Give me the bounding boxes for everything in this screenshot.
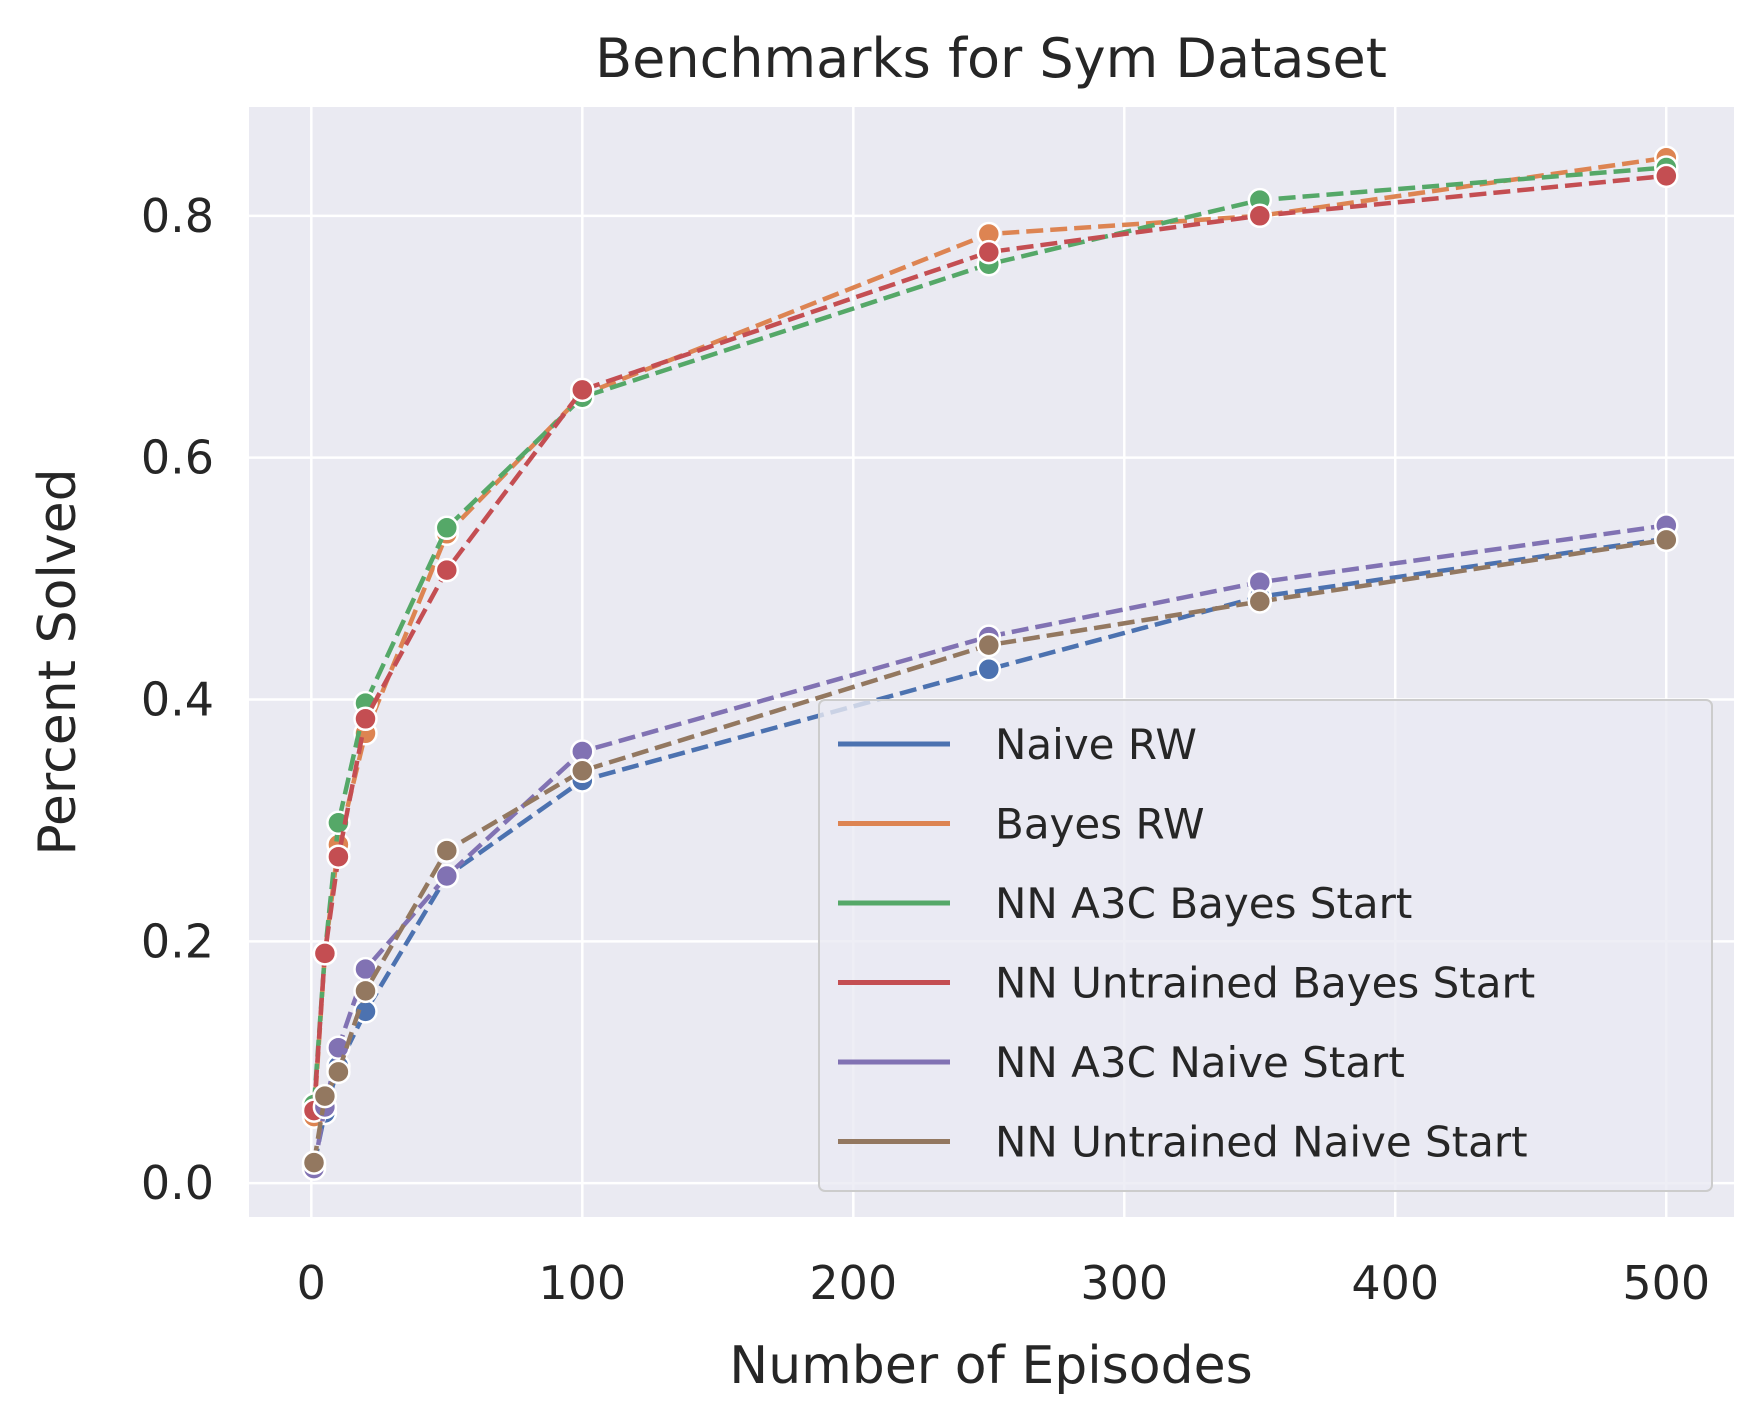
grid	[249, 107, 1734, 1217]
x-tick-label: 200	[809, 1256, 897, 1310]
series-layer	[301, 145, 1679, 1181]
data-point	[976, 632, 1002, 658]
legend-label: NN A3C Bayes Start	[995, 879, 1412, 928]
series-nn-untrained-bayes-start	[301, 163, 1679, 1123]
legend-label: NN Untrained Naive Start	[995, 1118, 1528, 1167]
chart-title: Benchmarks for Sym Dataset	[595, 27, 1387, 90]
legend: Naive RW Bayes RW NN A3C Bayes Start NN Unt…	[818, 699, 1713, 1192]
legend-label: NN Untrained Bayes Start	[995, 959, 1535, 1008]
legend-item: NN A3C Bayes Start	[838, 879, 1412, 928]
data-point	[570, 758, 595, 784]
legend-item: NN Untrained Naive Start	[838, 1118, 1528, 1167]
legend-label: Bayes RW	[995, 800, 1205, 849]
data-point	[976, 239, 1002, 265]
x-tick-label: 500	[1622, 1256, 1710, 1310]
data-point	[434, 863, 460, 889]
y-tick-label: 0.4	[141, 672, 214, 726]
legend-label: Naive RW	[995, 720, 1197, 769]
data-point	[570, 377, 595, 403]
data-point	[326, 844, 351, 869]
data-point	[434, 557, 460, 583]
data-point	[1654, 527, 1679, 553]
x-tick-label: 300	[1080, 1256, 1168, 1310]
data-point	[1247, 203, 1273, 229]
y-tick-label: 0.8	[141, 189, 214, 243]
legend-box	[818, 699, 1713, 1192]
data-point	[434, 515, 460, 541]
y-axis-label: Percent Solved	[28, 468, 88, 855]
data-point	[976, 657, 1002, 682]
legend-item: NN A3C Naive Start	[838, 1038, 1405, 1087]
data-point	[353, 978, 378, 1004]
data-point	[301, 1150, 327, 1175]
data-point	[326, 1035, 351, 1060]
data-point	[353, 706, 378, 732]
data-point	[1654, 163, 1679, 189]
x-axis-label: Number of Episodes	[729, 1336, 1252, 1396]
data-point	[1247, 589, 1273, 614]
x-tick-label: 0	[297, 1256, 326, 1310]
data-point	[312, 1083, 338, 1109]
y-tick-label: 0.6	[141, 431, 214, 485]
legend-item: Naive RW	[838, 720, 1197, 769]
y-tick-label: 0.2	[141, 914, 214, 968]
x-tick-label: 100	[538, 1256, 626, 1310]
y-tick-label: 0.0	[141, 1156, 214, 1210]
legend-item: NN Untrained Bayes Start	[838, 959, 1535, 1008]
tick-labels: 0 100 200 300 400 500 0.0 0.2 0.4 0.6 0.8	[141, 189, 1710, 1310]
data-point	[326, 1059, 351, 1085]
x-tick-label: 400	[1351, 1256, 1439, 1310]
legend-item: Bayes RW	[838, 800, 1205, 849]
data-point	[434, 838, 460, 863]
legend-label: NN A3C Naive Start	[995, 1038, 1405, 1087]
data-point	[312, 941, 338, 966]
series-nn-untrained-naive-start	[301, 527, 1679, 1175]
